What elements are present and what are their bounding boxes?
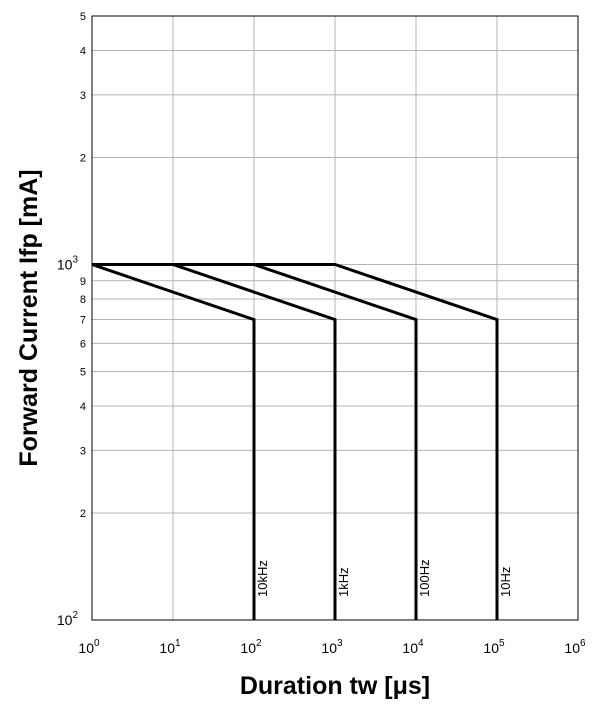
- series-label: 1kHz: [336, 567, 351, 597]
- y-tick-label: 5: [80, 367, 86, 379]
- y-tick-label: 9: [80, 276, 86, 288]
- y-tick-label: 8: [80, 294, 86, 306]
- x-tick-label: 100: [78, 638, 100, 656]
- series-line: [91, 263, 256, 620]
- series-line: [92, 263, 499, 620]
- y-tick-label: 3: [80, 445, 86, 457]
- y-tick-label: 4: [80, 401, 86, 413]
- y-axis-title: Forward Current Ifp [mA]: [15, 169, 43, 466]
- y-tick-label: 5: [80, 11, 86, 23]
- series-line: [92, 263, 337, 620]
- x-tick-label: 101: [159, 638, 181, 656]
- y-tick-label: 7: [80, 315, 86, 327]
- x-tick-label: 105: [483, 638, 505, 656]
- series-label: 10Hz: [498, 567, 513, 597]
- x-axis-title: Duration tw [μs]: [240, 672, 430, 700]
- y-tick-label: 2: [80, 508, 86, 520]
- series-labels: 10kHz 1kHz 100Hz 10Hz: [255, 559, 513, 597]
- x-tick-label: 106: [564, 638, 586, 656]
- tick-labels: 100 101 102 103 104 105 106 2 3 4 5 6 7 8 9 2 3 4 5 102 103: [57, 11, 586, 656]
- x-tick-label: 102: [240, 638, 262, 656]
- y-tick-label: 6: [80, 338, 86, 350]
- y-tick-label: 3: [80, 90, 86, 102]
- y-tick-label: 102: [57, 610, 79, 628]
- x-tick-label: 103: [321, 638, 343, 656]
- plot-frame: [91, 15, 579, 621]
- y-tick-label: 2: [80, 152, 86, 164]
- series-label: 10kHz: [255, 560, 270, 597]
- x-tick-label: 104: [402, 638, 424, 656]
- series-label: 100Hz: [417, 559, 432, 597]
- y-tick-label: 4: [80, 45, 86, 57]
- series-lines: [91, 263, 499, 620]
- y-tick-label: 103: [57, 254, 79, 272]
